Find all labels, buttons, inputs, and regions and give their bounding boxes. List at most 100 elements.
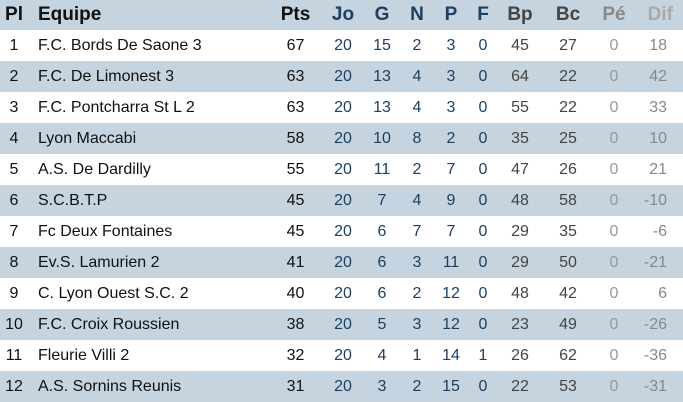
points-cell: 63 [286,67,305,85]
col-n[interactable]: N [410,4,424,25]
lost-cell: 12 [442,315,460,333]
goals-for-cell: 45 [511,36,529,54]
table-row: 9 C. Lyon Ouest S.C. 2 40 20 6 2 12 0 48 42 0 6 [0,278,683,309]
goal-diff-cell: 42 [649,67,667,85]
points-cell: 31 [286,377,305,395]
goals-against-cell: 26 [559,160,577,178]
team-name-cell[interactable]: C. Lyon Ouest S.C. 2 [38,284,189,302]
played-cell: 20 [334,284,352,302]
team-name-cell[interactable]: F.C. De Limonest 3 [38,67,175,85]
played-cell: 20 [334,191,352,209]
lost-cell: 11 [442,253,460,271]
drawn-cell: 4 [412,191,422,209]
team-name-cell[interactable]: Lyon Maccabi [38,129,137,147]
lost-cell: 2 [446,129,456,147]
won-cell: 7 [377,191,387,209]
goals-against-cell: 22 [559,67,577,85]
goals-against-cell: 22 [559,98,577,116]
col-bp[interactable]: Bp [507,4,533,25]
rank-cell: 8 [9,253,19,271]
team-name-cell[interactable]: A.S. De Dardilly [38,160,151,178]
forfeit-cell: 0 [478,36,488,54]
played-cell: 20 [334,36,352,54]
won-cell: 6 [377,222,387,240]
won-cell: 11 [373,160,391,178]
goal-diff-cell: -31 [643,377,667,395]
drawn-cell: 1 [412,346,422,364]
col-pe[interactable]: Pé [602,4,626,25]
lost-cell: 3 [446,67,456,85]
team-name-cell[interactable]: F.C. Croix Roussien [38,315,180,333]
goals-for-cell: 22 [511,377,529,395]
table-row: 1 F.C. Bords De Saone 3 67 20 15 2 3 0 45 27 0 18 [0,30,683,61]
goals-for-cell: 29 [511,253,529,271]
drawn-cell: 2 [412,160,422,178]
lost-cell: 9 [446,191,456,209]
col-equipe[interactable]: Equipe [38,4,102,25]
goal-diff-cell: 6 [658,284,667,302]
rank-cell: 12 [5,377,23,395]
forfeit-cell: 1 [478,346,488,364]
goal-diff-cell: -10 [643,191,667,209]
won-cell: 5 [377,315,387,333]
forfeit-cell: 0 [478,222,488,240]
penalty-cell: 0 [609,129,619,147]
lost-cell: 14 [442,346,460,364]
col-p[interactable]: P [444,4,458,25]
penalty-cell: 0 [609,98,619,116]
team-name-cell[interactable]: A.S. Sornins Reunis [38,377,182,395]
goals-for-cell: 26 [511,346,529,364]
penalty-cell: 0 [609,36,619,54]
table-row: 7 Fc Deux Fontaines 45 20 6 7 7 0 29 35 0 -6 [0,216,683,247]
header-row: Pl Equipe Pts Jo G N P F Bp Bc Pé Dif [0,0,683,30]
penalty-cell: 0 [609,67,619,85]
goals-against-cell: 25 [559,129,577,147]
team-name-cell[interactable]: S.C.B.T.P [38,191,108,209]
goals-for-cell: 23 [511,315,529,333]
goals-against-cell: 27 [559,36,577,54]
team-name-cell[interactable]: Fc Deux Fontaines [38,222,173,240]
col-pts[interactable]: Pts [280,4,311,25]
goal-diff-cell: 18 [649,36,667,54]
table-row: 4 Lyon Maccabi 58 20 10 8 2 0 35 25 0 10 [0,123,683,154]
goal-diff-cell: 10 [649,129,667,147]
points-cell: 58 [286,129,305,147]
goals-for-cell: 47 [511,160,529,178]
played-cell: 20 [334,129,352,147]
goals-against-cell: 35 [559,222,577,240]
rank-cell: 3 [9,98,19,116]
team-name-cell[interactable]: Ev.S. Lamurien 2 [38,253,160,271]
col-g[interactable]: G [374,4,390,25]
drawn-cell: 2 [412,36,422,54]
won-cell: 15 [373,36,391,54]
rank-cell: 5 [9,160,19,178]
col-f[interactable]: F [477,4,489,25]
table-row: 10 F.C. Croix Roussien 38 20 5 3 12 0 23 49 0 -26 [0,309,683,340]
col-pl[interactable]: Pl [5,4,23,25]
goal-diff-cell: -6 [652,222,667,240]
won-cell: 3 [377,377,387,395]
goal-diff-cell: -26 [643,315,667,333]
rank-cell: 1 [9,36,19,54]
played-cell: 20 [334,222,352,240]
penalty-cell: 0 [609,191,619,209]
team-name-cell[interactable]: F.C. Bords De Saone 3 [38,36,202,54]
won-cell: 10 [373,129,391,147]
goals-against-cell: 42 [559,284,577,302]
col-dif[interactable]: Dif [647,4,673,25]
team-name-cell[interactable]: F.C. Pontcharra St L 2 [38,98,195,116]
team-name-cell[interactable]: Fleurie Villi 2 [38,346,130,364]
played-cell: 20 [334,98,352,116]
col-bc[interactable]: Bc [555,4,581,25]
table-row: 8 Ev.S. Lamurien 2 41 20 6 3 11 0 29 50 0 -21 [0,247,683,278]
goals-against-cell: 49 [559,315,577,333]
played-cell: 20 [334,377,352,395]
table-row: 5 A.S. De Dardilly 55 20 11 2 7 0 47 26 0 21 [0,154,683,185]
rank-cell: 2 [9,67,19,85]
col-jo[interactable]: Jo [331,4,355,25]
points-cell: 38 [286,315,305,333]
goals-for-cell: 48 [511,284,529,302]
table-row: 12 A.S. Sornins Reunis 31 20 3 2 15 0 22 53 0 -31 [0,371,683,402]
forfeit-cell: 0 [478,98,488,116]
